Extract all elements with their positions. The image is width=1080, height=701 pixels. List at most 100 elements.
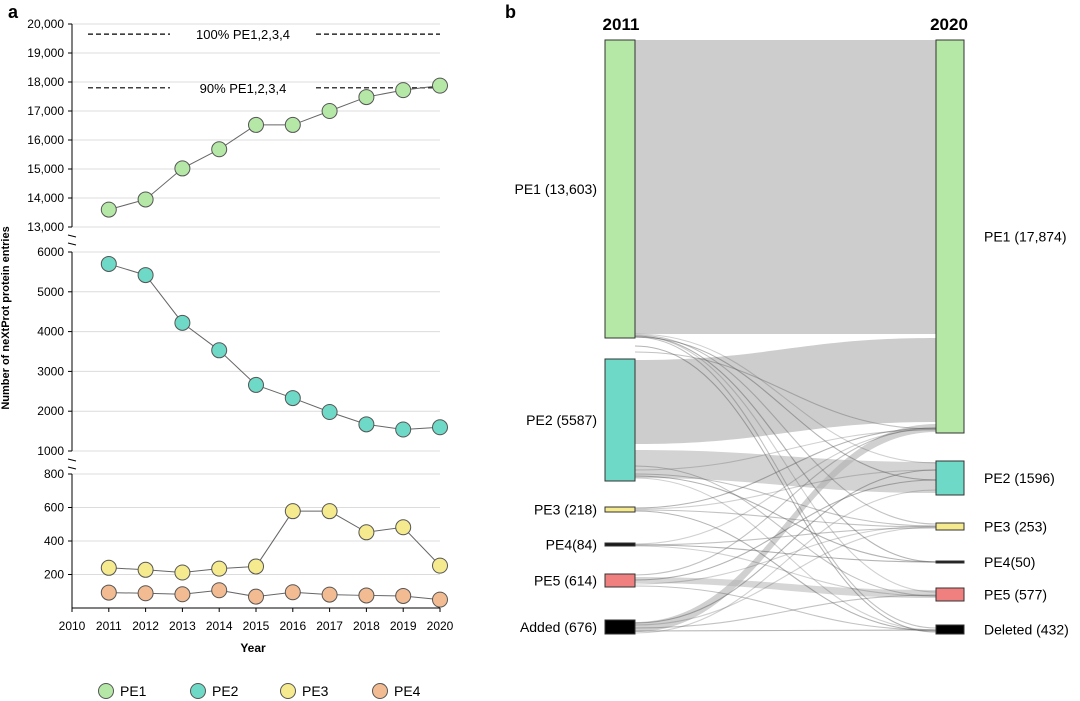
legend-label-pe1: PE1	[120, 683, 147, 699]
data-point-pe1	[395, 82, 412, 99]
data-point-pe3	[248, 558, 264, 575]
axis-break-mark	[67, 234, 77, 238]
data-point-pe4	[211, 582, 228, 599]
y-tick-label: 1000	[37, 444, 64, 458]
y-tick-label: 2000	[37, 404, 64, 418]
y-tick-label: 17,000	[27, 104, 64, 118]
sankey-node-label: PE1 (17,874)	[984, 229, 1067, 245]
sankey-link	[634, 475, 937, 563]
data-point-pe3	[137, 561, 154, 578]
x-tick-label: 2020	[427, 619, 454, 633]
y-axis-label: Number of neXtProt protein entries	[0, 226, 12, 409]
y-tick-label: 6000	[37, 245, 64, 259]
sankey-links	[634, 40, 937, 634]
data-point-pe4	[284, 584, 301, 601]
y-tick-label: 13,000	[27, 220, 64, 234]
axis-break-mark	[67, 242, 77, 246]
panel-b-label: b	[505, 2, 516, 22]
sankey-node-label: PE5 (577)	[984, 587, 1047, 603]
sankey-link	[634, 427, 937, 509]
sankey-node-left-pe2	[604, 358, 636, 482]
data-point-pe1	[174, 160, 191, 177]
y-tick-label: 15,000	[27, 162, 64, 176]
sankey-node-left-pe1	[604, 39, 636, 339]
data-point-pe2	[211, 342, 228, 359]
data-point-pe2	[174, 314, 191, 331]
data-point-pe1	[358, 89, 375, 106]
series-line-pe1	[108, 85, 441, 211]
sankey-link	[635, 577, 936, 598]
y-tick-label: 14,000	[27, 191, 64, 205]
data-point-pe4	[174, 586, 191, 603]
legend-marker-pe1	[98, 683, 114, 699]
y-tick-label: 18,000	[27, 75, 64, 89]
legend-label-pe4: PE4	[394, 683, 421, 699]
data-point-pe3	[211, 560, 228, 577]
data-point-pe1	[284, 116, 301, 133]
sankey-node-label: PE2 (1596)	[984, 470, 1055, 486]
y-tick-label: 4000	[37, 325, 64, 339]
y-tick-label: 19,000	[27, 46, 64, 60]
data-point-pe4	[358, 587, 375, 604]
sankey-node-right-pe5	[935, 587, 965, 602]
x-tick-label: 2016	[279, 619, 306, 633]
y-tick-label: 800	[44, 467, 64, 481]
sankey-link	[634, 526, 937, 626]
data-point-pe1	[100, 201, 117, 218]
data-point-pe2	[321, 403, 338, 420]
data-point-pe2	[100, 255, 117, 272]
sankey-node-right-pe3	[935, 522, 965, 531]
sankey-node-left-pe4	[604, 542, 636, 547]
sankey-link	[635, 40, 936, 334]
sankey-link	[634, 335, 937, 593]
y-tick-label: 5000	[37, 285, 64, 299]
x-tick-label: 2012	[132, 619, 159, 633]
y-tick-label: 400	[44, 534, 64, 548]
sankey-link	[634, 477, 937, 631]
sankey-link	[634, 469, 937, 624]
sankey-node-label: PE2 (5587)	[526, 412, 597, 428]
sankey-link	[634, 479, 937, 581]
data-point-pe1	[248, 116, 264, 133]
y-tick-label: 600	[44, 501, 64, 515]
data-point-pe1	[211, 141, 228, 158]
y-tick-label: 20,000	[27, 17, 64, 31]
axis-break-mark	[67, 458, 77, 462]
sankey-link	[634, 489, 937, 634]
data-point-pe4	[248, 588, 264, 605]
sankey-link	[634, 629, 937, 632]
x-tick-label: 2014	[206, 619, 233, 633]
sankey-right-title: 2020	[930, 15, 968, 34]
sankey-link	[634, 525, 937, 585]
x-axis-label: Year	[240, 641, 266, 655]
data-point-pe3	[358, 524, 375, 541]
sankey-link	[635, 424, 936, 632]
sankey-link	[634, 335, 937, 563]
y-tick-label: 200	[44, 568, 64, 582]
x-tick-label: 2015	[243, 619, 270, 633]
sankey-link	[634, 351, 937, 430]
sankey-link	[634, 345, 937, 633]
y-tick-label: 3000	[37, 364, 64, 378]
sankey-link	[634, 427, 937, 576]
x-tick-label: 2017	[316, 619, 343, 633]
sankey-node-label: PE3 (218)	[534, 502, 597, 518]
data-point-pe2	[395, 421, 412, 438]
data-point-pe2	[432, 419, 448, 436]
sankey-node-label: PE4(50)	[984, 554, 1035, 570]
panel-a-label: a	[8, 2, 19, 22]
x-tick-label: 2010	[59, 619, 86, 633]
legend: PE1 PE2 PE3 PE4	[98, 683, 421, 699]
data-point-pe3	[174, 564, 191, 581]
data-point-pe1	[137, 191, 154, 208]
sankey-node-label: PE1 (13,603)	[515, 181, 598, 197]
sankey-link	[634, 473, 937, 527]
sankey-link	[634, 527, 937, 546]
y-tick-label: 16,000	[27, 133, 64, 147]
data-point-pe2	[358, 416, 375, 433]
legend-marker-pe2	[190, 683, 206, 699]
data-point-pe1	[432, 77, 448, 94]
x-tick-label: 2018	[353, 619, 380, 633]
sankey-link	[634, 336, 937, 481]
